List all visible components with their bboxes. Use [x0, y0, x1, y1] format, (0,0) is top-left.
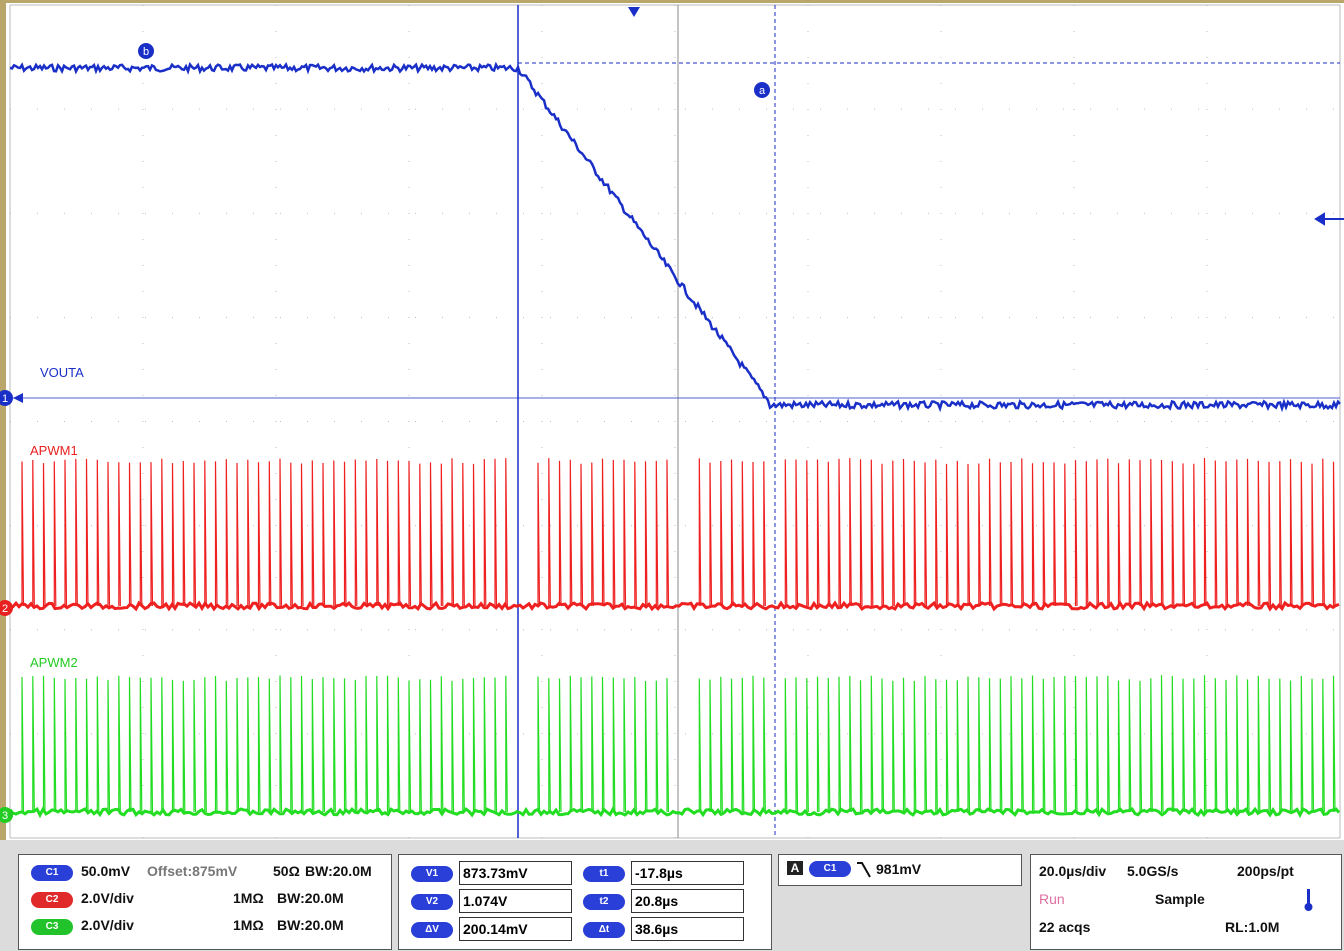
cursor-time: 20.8µs: [631, 889, 744, 913]
apwm1-pulses: [21, 458, 1336, 607]
apwm2-pulses: [21, 675, 1336, 813]
resolution: 200ps/pt: [1237, 863, 1294, 879]
trigger-level: [1314, 212, 1344, 226]
record-length: RL:1.0M: [1225, 919, 1280, 935]
cursor-value: 200.14mV: [459, 917, 572, 941]
bandwidth: BW:20.0M: [305, 863, 372, 879]
cursor-value: 1.074V: [459, 889, 572, 913]
cursor-box: V1 873.73mV t1 -17.8µs V2 1.074V t2 20.8µs ΔV 200…: [398, 854, 772, 950]
slope-icon: [857, 862, 871, 878]
badge: V2: [411, 894, 453, 910]
acq-mode: Sample: [1155, 891, 1205, 907]
cursor-time: -17.8µs: [631, 861, 744, 885]
ref-number: 1: [2, 393, 8, 405]
bandwidth: BW:20.0M: [277, 917, 344, 933]
badge: V1: [411, 866, 453, 882]
trigger-box: A C1 981mV: [778, 854, 1022, 886]
ref-marker: 1: [0, 390, 23, 406]
cursor-value: 873.73mV: [459, 861, 572, 885]
badge: Δt: [583, 922, 625, 938]
impedance: 50Ω: [273, 863, 300, 879]
top-edge: [0, 0, 1344, 3]
ref-marker: 2: [0, 600, 13, 616]
trace-label: VOUTA: [40, 365, 84, 380]
apwm1-baseline: [9, 600, 1340, 612]
grid: [9, 4, 1341, 839]
ref-marker: 3: [0, 807, 13, 823]
cursor-label: a: [759, 85, 766, 97]
scope-screen: VOUTA APWM1 APWM2 1 2 3 b a: [0, 0, 1344, 840]
cursor-marker: a: [754, 82, 770, 98]
trace-label: APWM1: [30, 443, 78, 458]
offset: Offset:875mV: [147, 863, 238, 879]
acq-count: 22 acqs: [1039, 919, 1091, 935]
channel-box: C1 50.0mV Offset:875mV 50Ω BW:20.0M C2 2…: [18, 854, 392, 950]
cursor-label: b: [143, 46, 149, 58]
badge: C1: [31, 865, 73, 881]
badge: ΔV: [411, 922, 453, 938]
acquisition-box: 20.0µs/div 5.0GS/s 200ps/pt Run Sample 2…: [1030, 854, 1342, 950]
ref-number: 2: [2, 603, 8, 615]
cursor-marker: b: [138, 43, 154, 59]
run-state: Run: [1039, 891, 1065, 907]
screen-bg: [0, 0, 1344, 840]
trigger-position: [628, 7, 640, 17]
badge: C2: [31, 892, 73, 908]
badge: t1: [583, 866, 625, 882]
traces: [8, 61, 1341, 819]
vouta-trace: [9, 61, 1341, 413]
cursor-time: 38.6µs: [631, 917, 744, 941]
ref-number: 3: [2, 810, 8, 822]
impedance: 1MΩ: [233, 890, 264, 906]
sample-rate: 5.0GS/s: [1127, 863, 1179, 879]
badge: C3: [31, 919, 73, 935]
badge: C1: [809, 861, 851, 877]
apwm2-baseline: [8, 805, 1341, 819]
badge: t2: [583, 894, 625, 910]
scale: 2.0V/div: [81, 917, 134, 933]
trigger-level: 981mV: [876, 861, 922, 877]
left-edge: [0, 0, 6, 840]
trace-label: APWM2: [30, 655, 78, 670]
scale: 2.0V/div: [81, 890, 134, 906]
thermometer: [1304, 889, 1313, 911]
horizontal-scale: 20.0µs/div: [1039, 863, 1107, 879]
trigger-mode: A: [787, 861, 803, 875]
impedance: 1MΩ: [233, 917, 264, 933]
status-panel: C1 50.0mV Offset:875mV 50Ω BW:20.0M C2 2…: [0, 840, 1344, 951]
bandwidth: BW:20.0M: [277, 890, 344, 906]
scale: 50.0mV: [81, 863, 131, 879]
